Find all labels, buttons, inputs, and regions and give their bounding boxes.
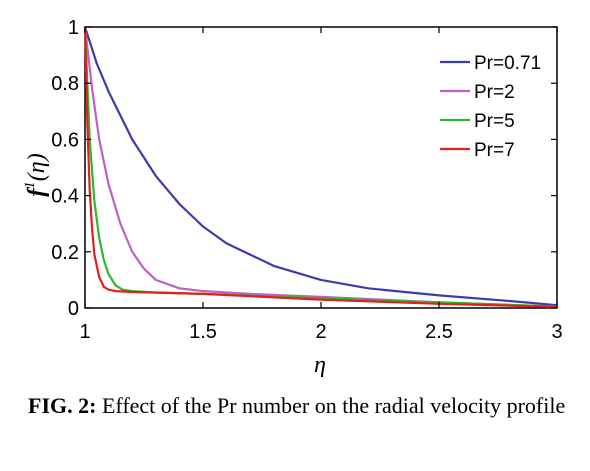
legend-label-3: Pr=5 [474,111,515,132]
series-line-4 [83,26,558,308]
y-tick-label: 0 [68,298,79,320]
y-tick-label: 1 [68,17,79,39]
figure-caption: FIG. 2: Effect of the Pr number on the r… [28,392,572,420]
y-tick-label: 0.6 [51,129,79,151]
x-tick-label: 1 [79,321,90,343]
legend-label-2: Pr=2 [474,82,515,103]
y-tick-label: 0.8 [51,73,79,95]
legend-label-4: Pr=7 [474,140,515,161]
series-line-2 [83,26,558,308]
x-tick-label: 1.5 [189,321,217,343]
series-line-1 [83,26,558,307]
x-tick-label: 2 [315,321,326,343]
y-axis-label-arg: (η) [24,153,50,181]
x-tick-label: 2.5 [425,321,453,343]
y-axis-label-main: f [24,187,50,197]
y-tick-label: 0.4 [51,186,79,208]
y-axis-label: f1(η) [22,153,50,196]
y-tick-label: 0.2 [51,242,79,264]
chart: 1 1.5 2 2.5 3 0 0.2 0.4 0.6 0.8 1 Pr=0.71 Pr=2 Pr=5 P… [22,17,563,378]
x-tick-label: 3 [551,321,562,343]
caption-label: FIG. 2: [28,393,97,418]
series-line-3 [83,26,558,308]
x-axis-label: η [314,352,326,378]
y-axis-label-sup: 1 [22,181,38,189]
caption-text: Effect of the Pr number on the radial ve… [96,393,566,418]
legend-label-1: Pr=0.71 [474,53,541,74]
